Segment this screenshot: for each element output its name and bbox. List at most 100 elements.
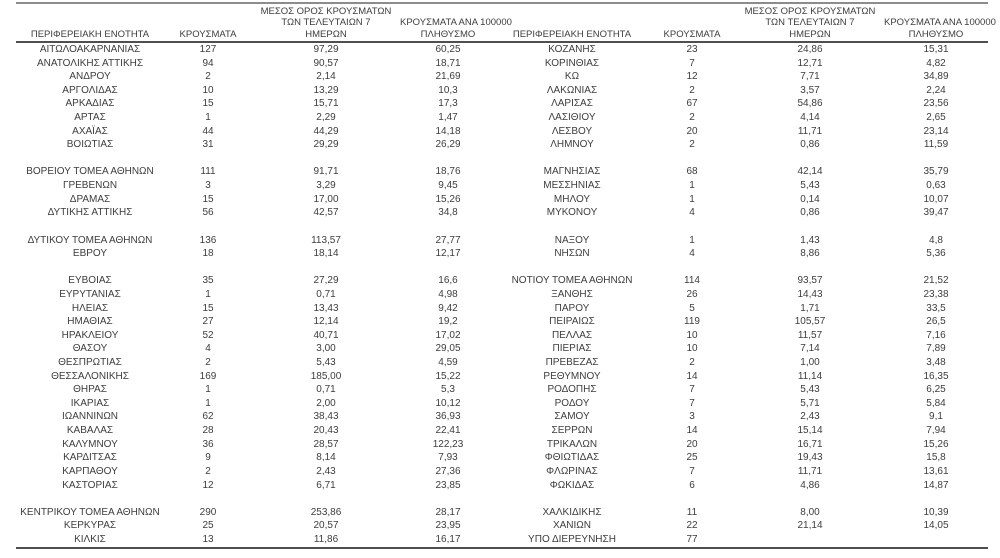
- table-row: ΕΒΡΟΥ 18 18,14 12,17 ΝΗΣΩΝ 4 8,86 5,36: [16, 247, 988, 261]
- cases-cell: 136: [199, 234, 217, 246]
- per100k-cell: 27,36: [435, 465, 461, 477]
- cases-cell: 15: [202, 98, 214, 110]
- table-row: ΙΚΑΡΙΑΣ 1 2,00 10,12 ΡΟΔΟΥ 7 5,71 5,84: [16, 397, 988, 411]
- region-cell: ΑΡΤΑΣ: [74, 112, 106, 124]
- region-cell: ΡΕΘΥΜΝΟΥ: [543, 370, 601, 382]
- per100k-cell: 29,05: [435, 343, 461, 355]
- region-cell: ΒΟΡΕΙΟΥ ΤΟΜΕΑ ΑΘΗΝΩΝ: [26, 166, 154, 178]
- cases-cell: 169: [199, 370, 217, 382]
- avg7-cell: 0,86: [800, 207, 820, 219]
- cases-cell: 4: [689, 248, 695, 260]
- region-cell: ΘΗΡΑΣ: [73, 384, 107, 396]
- cases-cell: 25: [202, 520, 214, 532]
- table-row: ΚΑΛΥΜΝΟΥ 36 28,57 122,23 ΤΡΙΚΑΛΩΝ 20 16,71 15,2…: [16, 438, 988, 452]
- cases-cell: 20: [686, 125, 698, 137]
- cases-cell: 10: [686, 329, 698, 341]
- avg7-cell: 42,57: [313, 207, 339, 219]
- table-row: ΚΕΡΚΥΡΑΣ 25 20,57 23,95 ΧΑΝΙΩΝ 22 21,14 14,05: [16, 519, 988, 533]
- cases-cell: 2: [689, 112, 695, 124]
- cases-cell: 3: [689, 411, 695, 423]
- region-cell: ΔΥΤΙΚΟΥ ΤΟΜΕΑ ΑΘΗΝΩΝ: [27, 234, 153, 246]
- region-cell: ΝΑΞΟΥ: [554, 234, 590, 246]
- per100k-cell: 17,3: [438, 98, 458, 110]
- table-row: ΕΥΒΟΙΑΣ 35 27,29 16,6 ΝΟΤΙΟΥ ΤΟΜΕΑ ΑΘΗΝΩΝ 114…: [16, 274, 988, 288]
- region-cell: ΧΑΛΚΙΔΙΚΗΣ: [542, 506, 602, 518]
- cases-cell: [648, 492, 736, 506]
- cases-cell: 114: [684, 275, 700, 287]
- region-cell: ΣΕΡΡΩΝ: [551, 425, 593, 437]
- avg7-cell: 20,57: [313, 520, 339, 532]
- region-cell: ΚΑΒΑΛΑΣ: [66, 425, 114, 437]
- table-row: ΑΙΤΩΛΟΑΚΑΡΝΑΝΙΑΣ 127 97,29 60,25 ΚΟΖΑΝΗΣ 23 24…: [16, 43, 988, 57]
- cases-cell: 11: [686, 506, 698, 518]
- table-row: ΓΡΕΒΕΝΩΝ 3 3,29 9,45 ΜΕΣΣΗΝΙΑΣ 1 5,43 0,63: [16, 179, 988, 193]
- region-cell: ΚΑΣΤΟΡΙΑΣ: [62, 479, 118, 491]
- per100k-cell: 15,26: [435, 193, 461, 205]
- region-cell: ΠΡΕΒΕΖΑΣ: [545, 357, 599, 369]
- avg7-cell: 40,71: [313, 329, 339, 341]
- per100k-cell: 22,41: [435, 425, 461, 437]
- cases-cell: 2: [689, 139, 695, 151]
- avg7-cell: 91,71: [313, 166, 339, 178]
- header-region-right: ΠΕΡΙΦΕΡΕΙΑΚΗ ΕΝΟΤΗΤΑ: [512, 28, 632, 40]
- cases-cell: 7: [689, 384, 695, 396]
- region-cell: ΚΑΡΠΑΘΟΥ: [62, 465, 118, 477]
- per100k-cell: 5,3: [441, 384, 455, 396]
- per100k-cell: 23,14: [923, 125, 949, 137]
- cases-cell: 1: [205, 384, 211, 396]
- header-avg7-line2: ΤΩΝ ΤΕΛΕΥΤΑΙΩΝ 7: [281, 17, 371, 28]
- per100k-cell: 11,59: [923, 139, 949, 151]
- region-cell: ΔΥΤΙΚΗΣ ΑΤΤΙΚΗΣ: [47, 207, 133, 219]
- avg7-cell: [736, 220, 884, 234]
- region-cell: ΚΑΡΔΙΤΣΑΣ: [63, 452, 117, 464]
- region-cell: ΜΑΓΝΗΣΙΑΣ: [543, 166, 601, 178]
- region-cell: ΗΛΕΙΑΣ: [71, 302, 109, 314]
- avg7-cell: [252, 152, 400, 166]
- avg7-cell: 14,43: [797, 288, 823, 300]
- avg7-cell: 21,14: [797, 520, 823, 532]
- per100k-cell: 9,1: [929, 411, 943, 423]
- table-row: ΗΛΕΙΑΣ 15 13,43 9,42 ΠΑΡΟΥ 5 1,71 33,5: [16, 302, 988, 316]
- per100k-cell: 27,77: [435, 234, 461, 246]
- avg7-cell: 185,00: [310, 370, 342, 382]
- avg7-cell: 3,29: [316, 180, 336, 192]
- cases-cell: 13: [202, 533, 214, 545]
- per100k-cell: 10,3: [438, 84, 458, 96]
- per100k-cell: 15,31: [923, 44, 949, 55]
- cases-cell: 1: [205, 397, 211, 409]
- per100k-cell: 7,16: [926, 329, 946, 341]
- region-cell: ΛΑΣΙΘΙΟΥ: [548, 112, 596, 124]
- per100k-cell: 14,18: [435, 125, 461, 137]
- table-row: ΗΜΑΘΙΑΣ 27 12,14 19,2 ΠΕΙΡΑΙΩΣ 119 105,57 26,5: [16, 315, 988, 329]
- region-cell: ΡΟΔΟΥ: [554, 397, 590, 409]
- region-cell: ΛΗΜΝΟΥ: [550, 139, 594, 151]
- region-cell: ΛΑΡΙΣΑΣ: [551, 98, 593, 110]
- cases-cell: 26: [686, 288, 698, 300]
- table-row: ΒΟΡΕΙΟΥ ΤΟΜΕΑ ΑΘΗΝΩΝ 111 91,71 18,76 ΜΑΓΝΗΣΙ…: [16, 165, 988, 179]
- avg7-cell: 105,57: [794, 316, 826, 328]
- cases-cell: 77: [686, 533, 698, 545]
- avg7-cell: 5,43: [800, 384, 820, 396]
- avg7-cell: 19,43: [797, 452, 823, 464]
- cases-cell: 1: [689, 234, 695, 246]
- region-cell: ΗΜΑΘΙΑΣ: [67, 316, 113, 328]
- avg7-cell: 1,43: [800, 234, 820, 246]
- cases-cell: 67: [686, 98, 698, 110]
- region-cell: ΞΑΝΘΗΣ: [551, 288, 593, 300]
- table-row: ΘΕΣΣΑΛΟΝΙΚΗΣ 169 185,00 15,22 ΡΕΘΥΜΝΟΥ 14 11,1…: [16, 370, 988, 384]
- spacer-row: [16, 261, 988, 275]
- region-cell: ΘΕΣΣΑΛΟΝΙΚΗΣ: [51, 370, 129, 382]
- avg7-cell: 11,57: [797, 329, 823, 341]
- per100k-cell: [400, 220, 496, 234]
- avg7-cell: 1,71: [800, 302, 820, 314]
- region-cell: ΕΒΡΟΥ: [72, 248, 108, 260]
- region-cell: ΚΙΛΚΙΣ: [74, 533, 106, 545]
- avg7-cell: 5,71: [800, 397, 820, 409]
- table-row: ΑΝΔΡΟΥ 2 2,14 21,69 ΚΩ 12 7,71 34,89: [16, 70, 988, 84]
- cases-cell: [164, 492, 252, 506]
- header-avg7-right-line2: ΤΩΝ ΤΕΛΕΥΤΑΙΩΝ 7: [765, 17, 855, 28]
- header-avg7-right-line3: ΗΜΕΡΩΝ: [789, 28, 831, 40]
- per100k-cell: 17,02: [435, 329, 461, 341]
- region-cell: ΣΑΜΟΥ: [554, 411, 590, 423]
- per100k-cell: 9,42: [438, 302, 458, 314]
